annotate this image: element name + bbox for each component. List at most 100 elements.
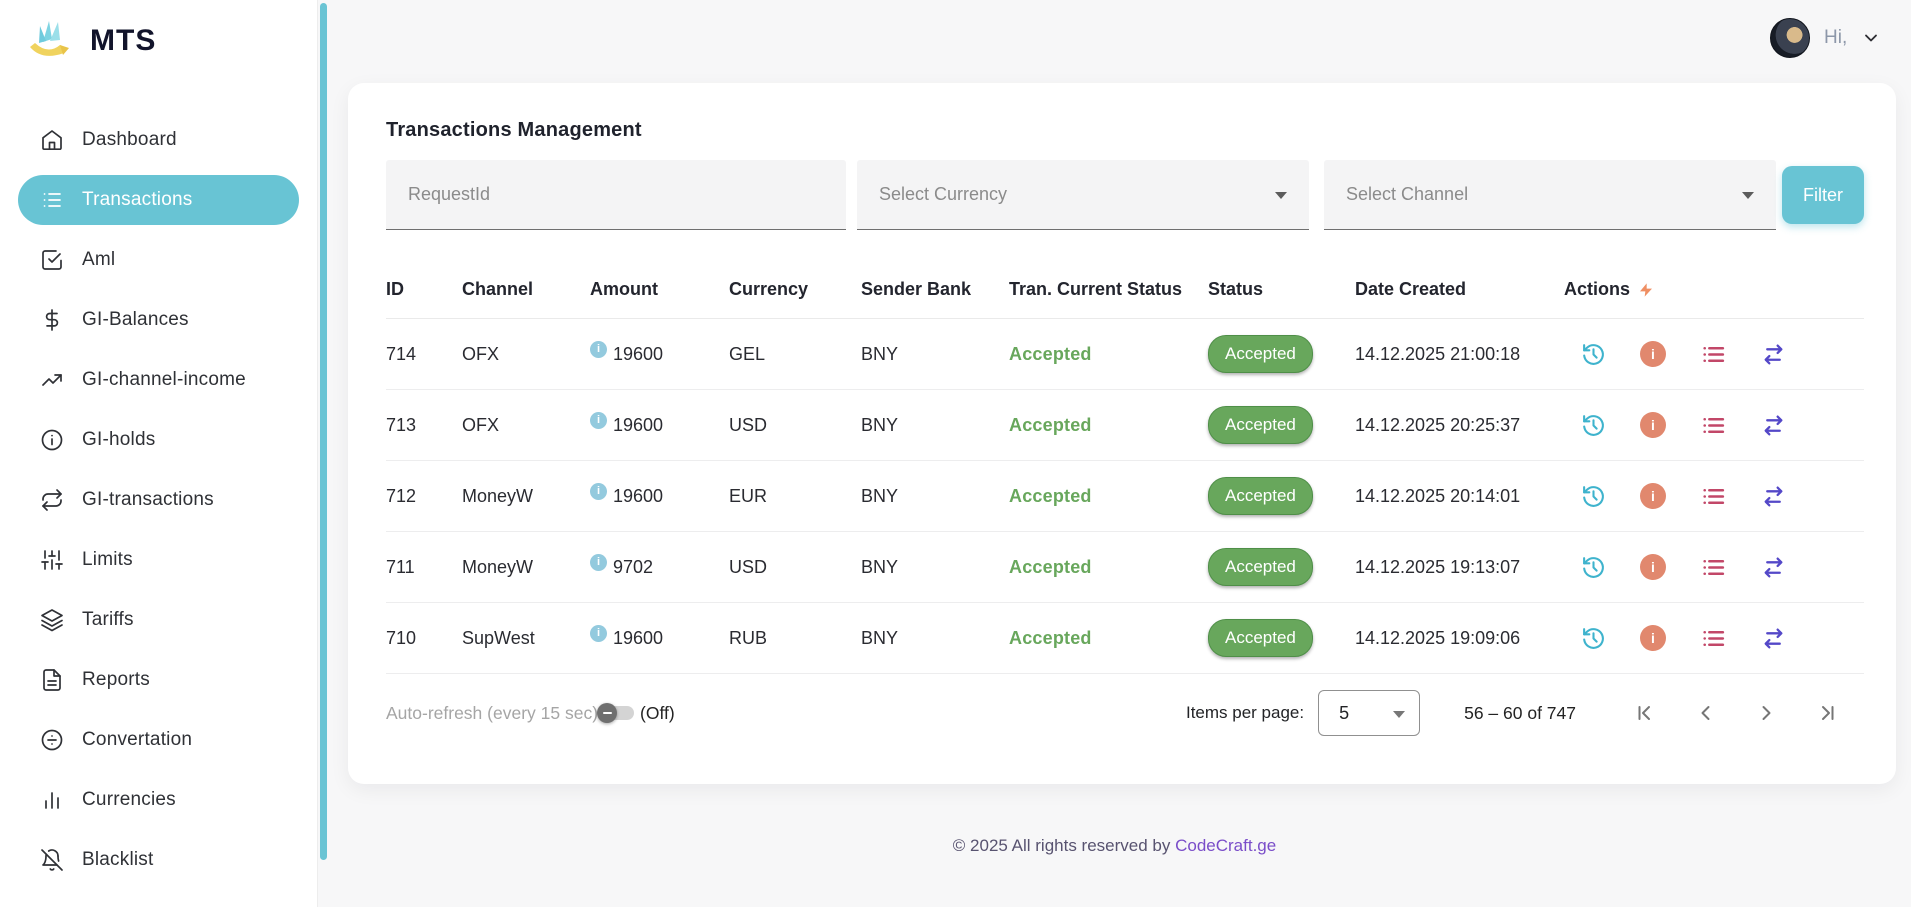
sidebar-item-tariffs[interactable]: Tariffs	[18, 595, 299, 645]
sidebar: MTS Dashboard Transactions Aml	[0, 0, 318, 907]
sidebar-item-dashboard[interactable]: Dashboard	[18, 115, 299, 165]
check-square-icon	[40, 248, 64, 272]
avatar[interactable]	[1770, 18, 1810, 58]
list-details-icon[interactable]	[1700, 625, 1726, 651]
list-details-icon[interactable]	[1700, 412, 1726, 438]
sidebar-item-currencies[interactable]: Currencies	[18, 775, 299, 825]
amount-info-icon[interactable]: i	[590, 482, 607, 500]
amount-info-icon[interactable]: i	[590, 411, 607, 429]
cell-date-created: 14.12.2025 21:00:18	[1355, 343, 1521, 364]
list-details-icon[interactable]	[1700, 483, 1726, 509]
cell-actions: i	[1564, 554, 1864, 580]
sidebar-item-label: GI-transactions	[82, 489, 214, 510]
cell-status: Accepted	[1208, 335, 1355, 373]
info-circle-icon[interactable]: i	[1640, 412, 1666, 438]
items-per-page-select[interactable]: 5	[1318, 690, 1421, 736]
sidebar-item-gi-channel-income[interactable]: GI-channel-income	[18, 355, 299, 405]
swap-arrows-icon[interactable]	[1760, 483, 1786, 509]
repeat-icon	[40, 488, 64, 512]
sidebar-item-gi-transactions[interactable]: GI-transactions	[18, 475, 299, 525]
sidebar-scrollbar[interactable]	[320, 3, 327, 860]
history-icon[interactable]	[1580, 341, 1606, 367]
cell-status: Accepted	[1208, 619, 1355, 657]
cell-tran-status: Accepted	[1009, 627, 1092, 648]
cell-actions: i	[1564, 412, 1864, 438]
copyright-text: © 2025 All rights reserved by	[952, 836, 1176, 855]
sidebar-item-label: Limits	[82, 549, 133, 570]
list-details-icon[interactable]	[1700, 341, 1726, 367]
file-text-icon	[40, 668, 64, 692]
cell-sender-bank: BNY	[861, 627, 899, 648]
history-icon[interactable]	[1580, 483, 1606, 509]
sidebar-item-label: Currencies	[82, 789, 176, 810]
swap-arrows-icon[interactable]	[1760, 554, 1786, 580]
history-icon[interactable]	[1580, 625, 1606, 651]
last-page-icon[interactable]	[1814, 701, 1838, 725]
sidebar-item-reports[interactable]: Reports	[18, 655, 299, 705]
auto-refresh-label: Auto-refresh (every 15 sec)	[386, 702, 599, 723]
sidebar-item-label: GI-holds	[82, 429, 156, 450]
info-circle-icon[interactable]: i	[1640, 625, 1666, 651]
next-page-icon[interactable]	[1754, 701, 1778, 725]
codecraft-link[interactable]: CodeCraft.ge	[1175, 836, 1277, 855]
sidebar-item-gi-holds[interactable]: GI-holds	[18, 415, 299, 465]
swap-arrows-icon[interactable]	[1760, 341, 1786, 367]
brand: MTS	[22, 14, 156, 68]
sidebar-item-convertation[interactable]: Convertation	[18, 715, 299, 765]
divide-circle-icon	[40, 728, 64, 752]
minus-icon	[602, 712, 612, 714]
channel-select[interactable]: Select Channel	[1324, 160, 1776, 230]
transactions-card: Transactions Management Select Currency …	[348, 83, 1896, 784]
col-status: Status	[1208, 279, 1264, 299]
col-tran-current-status: Tran. Current Status	[1009, 279, 1183, 299]
amount-info-icon[interactable]: i	[590, 624, 607, 642]
cell-tran-status: Accepted	[1009, 485, 1092, 506]
cell-amount: i 19600	[590, 411, 729, 436]
brand-name: MTS	[90, 24, 157, 57]
cell-currency: RUB	[729, 627, 768, 648]
user-greeting: Hi,	[1824, 27, 1848, 48]
sidebar-item-blacklist[interactable]: Blacklist	[18, 835, 299, 885]
sidebar-item-transactions[interactable]: Transactions	[18, 175, 299, 225]
info-circle-icon[interactable]: i	[1640, 483, 1666, 509]
amount-info-icon[interactable]: i	[590, 340, 607, 358]
amount-value: 19600	[613, 627, 664, 648]
info-circle-icon[interactable]: i	[1640, 554, 1666, 580]
sidebar-item-label: Blacklist	[82, 849, 154, 870]
cell-status: Accepted	[1208, 477, 1355, 515]
list-details-icon[interactable]	[1700, 554, 1726, 580]
previous-page-icon[interactable]	[1694, 701, 1718, 725]
cell-id: 712	[386, 485, 417, 506]
history-icon[interactable]	[1580, 412, 1606, 438]
first-page-icon[interactable]	[1634, 701, 1658, 725]
paginator: Items per page: 5 56 – 60 of 747	[1186, 690, 1838, 736]
caret-down-icon	[1742, 192, 1754, 199]
user-menu[interactable]: Hi,	[1770, 18, 1881, 58]
amount-value: 19600	[613, 343, 664, 364]
toggle-thumb[interactable]	[597, 703, 618, 723]
col-amount: Amount	[590, 279, 658, 299]
status-badge: Accepted	[1208, 477, 1313, 515]
chevron-down-icon[interactable]	[1861, 28, 1881, 48]
col-currency: Currency	[729, 279, 809, 299]
info-circle-icon[interactable]: i	[1640, 341, 1666, 367]
cell-tran-status: Accepted	[1009, 343, 1092, 364]
swap-arrows-icon[interactable]	[1760, 625, 1786, 651]
history-icon[interactable]	[1580, 554, 1606, 580]
sidebar-item-label: Reports	[82, 669, 150, 690]
items-per-page-value: 5	[1339, 702, 1350, 723]
swap-arrows-icon[interactable]	[1760, 412, 1786, 438]
transactions-table: ID Channel Amount Currency Sender Bank T…	[386, 261, 1864, 674]
request-id-input[interactable]	[386, 160, 846, 229]
currency-select[interactable]: Select Currency	[857, 160, 1309, 230]
page-nav	[1634, 701, 1838, 725]
sidebar-item-gi-balances[interactable]: GI-Balances	[18, 295, 299, 345]
auto-refresh-toggle[interactable]	[597, 703, 635, 723]
filter-button[interactable]: Filter	[1782, 166, 1864, 224]
sidebar-item-limits[interactable]: Limits	[18, 535, 299, 585]
cell-actions: i	[1564, 341, 1864, 367]
cell-amount: i 9702	[590, 553, 729, 578]
amount-info-icon[interactable]: i	[590, 553, 607, 571]
sidebar-item-aml[interactable]: Aml	[18, 235, 299, 285]
